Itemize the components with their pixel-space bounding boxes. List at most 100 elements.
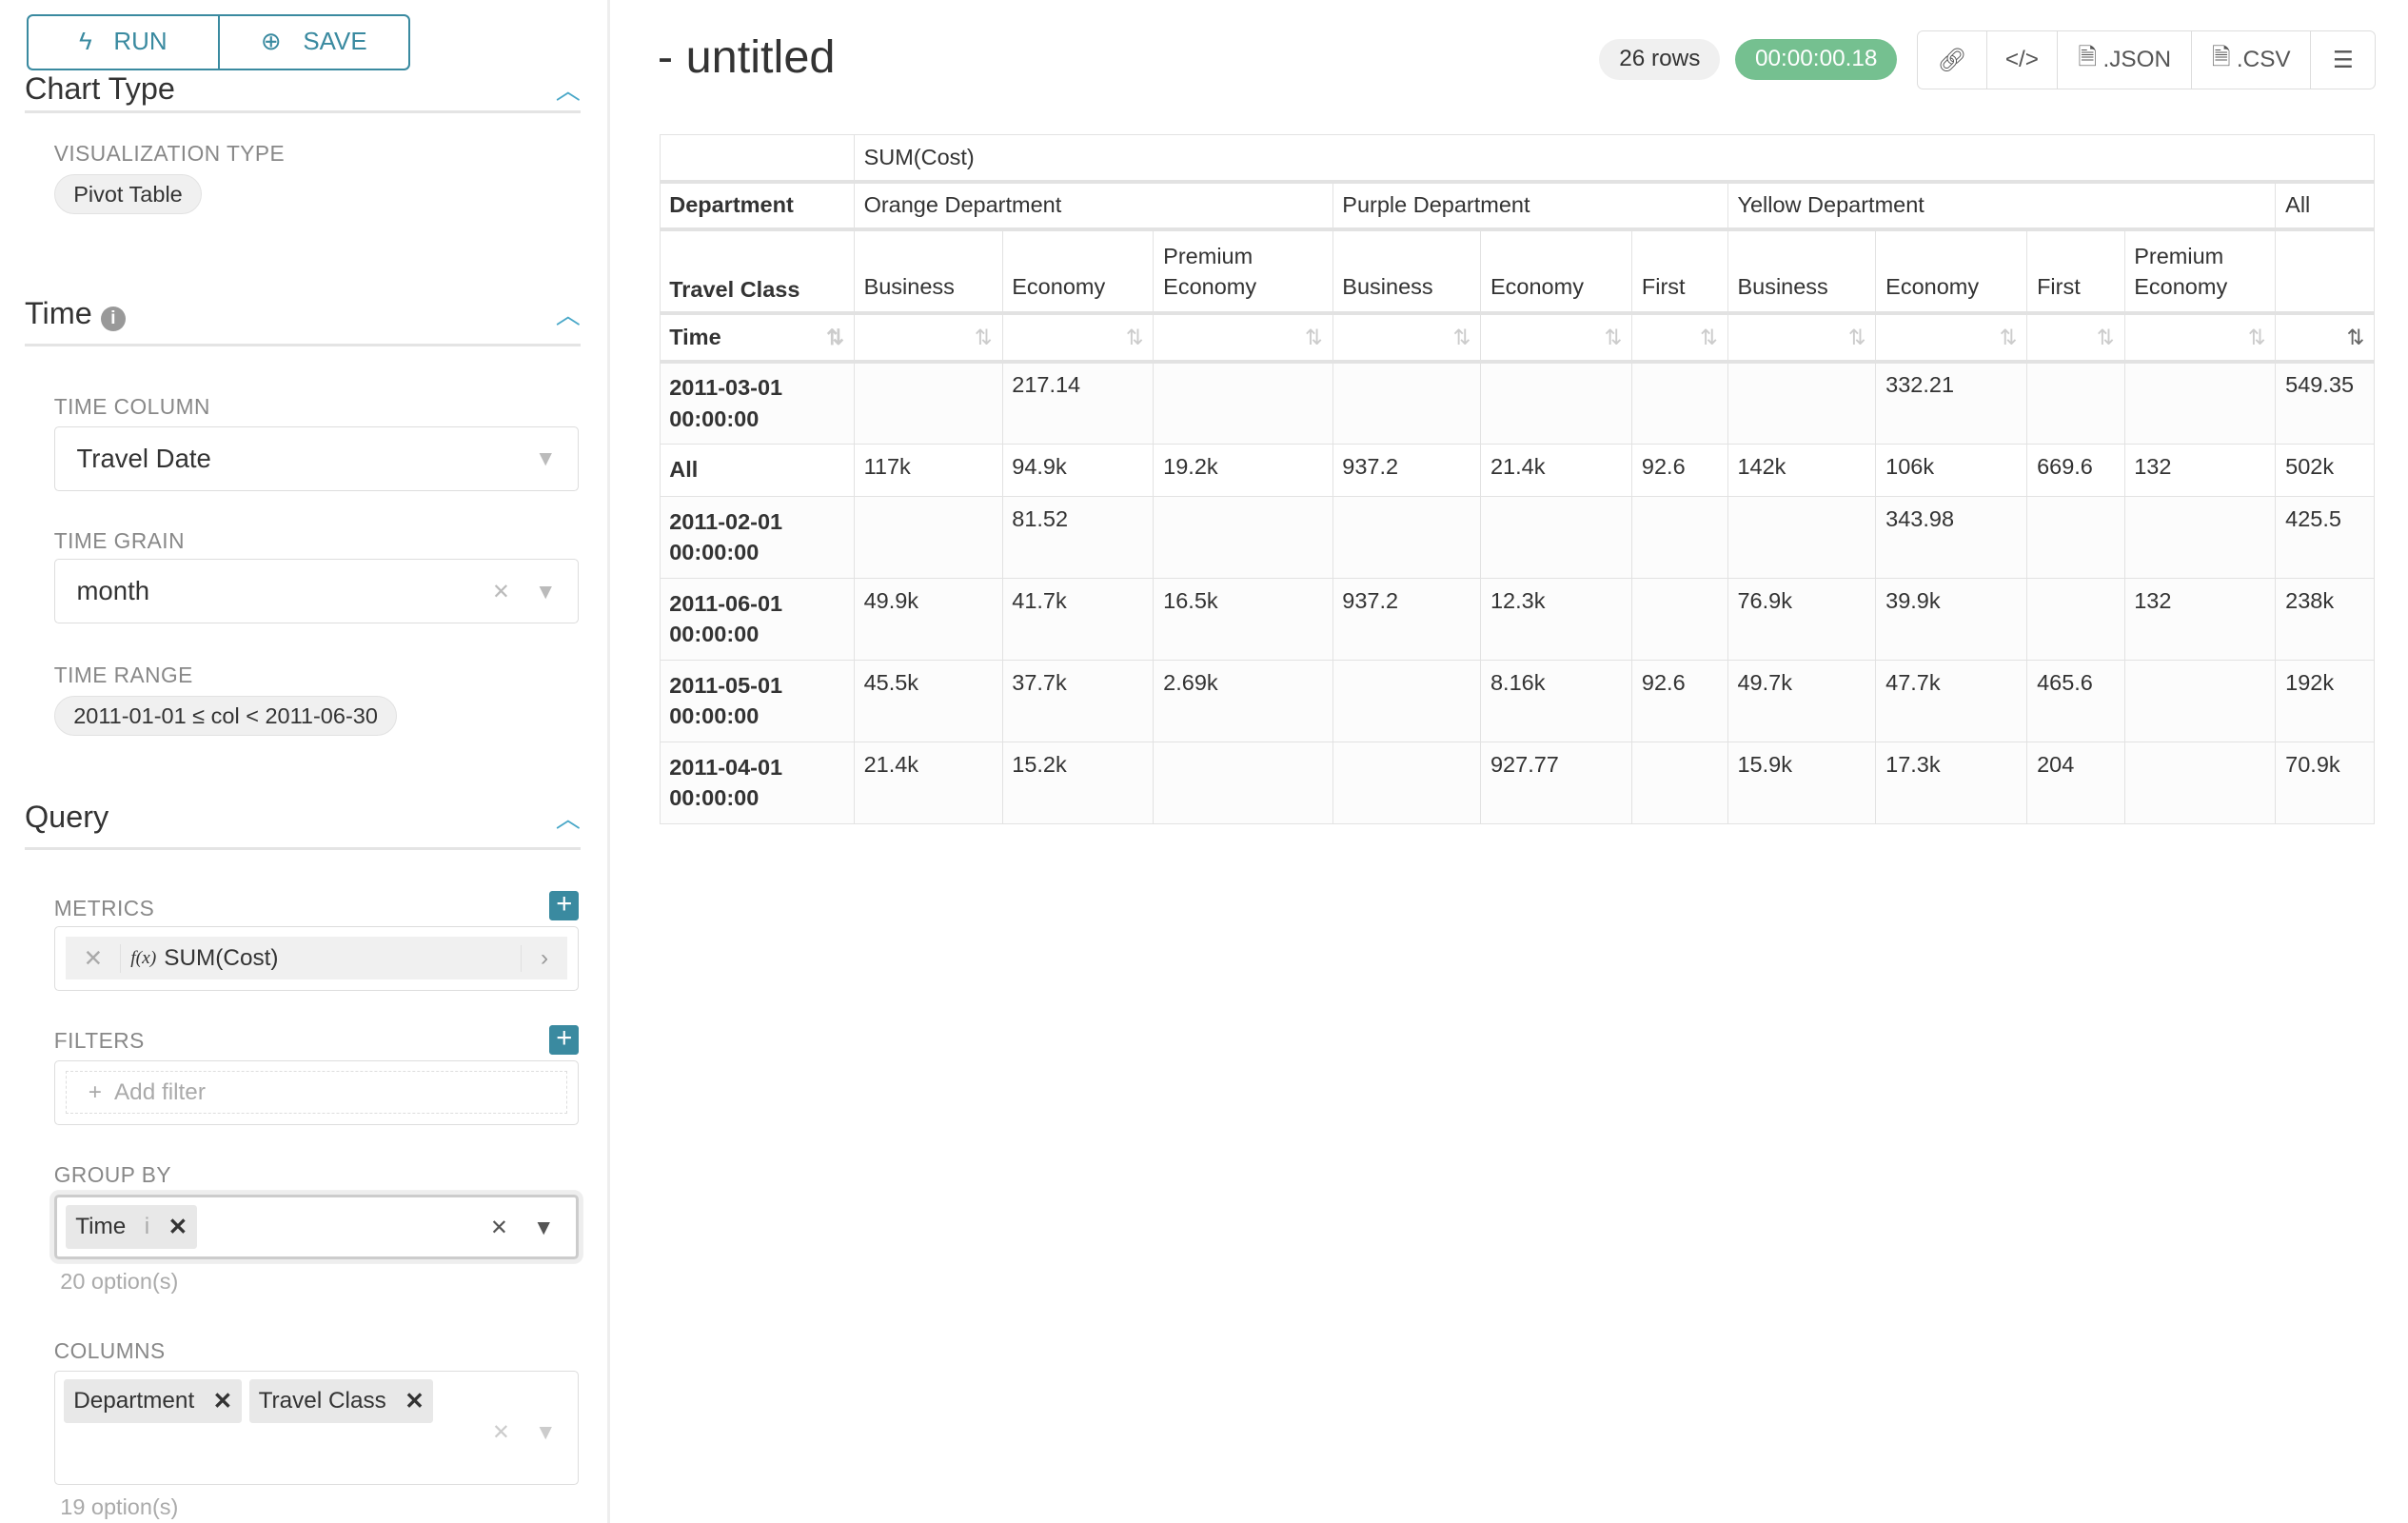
time-label: Time <box>669 325 721 349</box>
corner-cell <box>659 134 855 184</box>
link-icon: 🔗︎ <box>1937 48 1967 74</box>
row-label: 2011-03-01 00:00:00 <box>659 361 855 445</box>
columns-select[interactable]: Department ✕ Travel Class ✕ ✕ ▼ <box>53 1371 580 1486</box>
sort-icon[interactable]: ⇅ <box>1125 325 1144 349</box>
table-cell: 17.3k <box>1875 742 2028 824</box>
clear-icon[interactable]: ✕ <box>490 1214 509 1239</box>
sort-column-header[interactable]: ⇅ <box>1001 312 1155 364</box>
file-text-icon: 🗎 <box>2211 44 2231 70</box>
embed-code-button[interactable]: </> <box>1985 31 2058 89</box>
time-section-header[interactable]: Time i ︿ <box>24 296 581 347</box>
remove-tag-icon[interactable]: ✕ <box>405 1389 424 1415</box>
run-button[interactable]: ϟ RUN <box>78 28 168 55</box>
table-cell: 45.5k <box>853 660 1003 743</box>
control-panel: ϟ RUN ⊕ SAVE Chart Type ︿ VISUALIZATION TYP… <box>0 0 610 1523</box>
chart-type-section-header[interactable]: Chart Type ︿ <box>24 71 581 114</box>
travel-class-header: Business <box>1332 228 1482 316</box>
table-cell: 39.9k <box>1875 578 2028 662</box>
sort-icon[interactable]: ⇅ <box>1847 325 1866 349</box>
time-header[interactable]: ⇅ Time <box>659 312 855 364</box>
clear-icon[interactable]: ✕ <box>492 1419 511 1445</box>
clear-icon[interactable]: ✕ <box>492 578 511 603</box>
chevron-up-icon: ︿ <box>555 806 581 834</box>
filters-label: FILTERS <box>53 1028 145 1054</box>
save-button[interactable]: ⊕ SAVE <box>218 15 407 69</box>
metric-header: SUM(Cost) <box>853 134 2376 184</box>
copy-link-button[interactable]: 🔗︎ <box>1918 31 1985 89</box>
group-by-select[interactable]: Time i ✕ ✕ ▼ <box>53 1195 580 1260</box>
hamburger-icon: ☰ <box>2332 48 2354 74</box>
sort-icon[interactable]: ⇅ <box>1452 325 1471 349</box>
table-cell <box>853 496 1003 580</box>
visualization-type-button[interactable]: Pivot Table <box>53 174 203 215</box>
add-filter-button[interactable]: + Add filter <box>66 1070 567 1115</box>
sort-column-header[interactable]: ⇅ <box>853 312 1003 364</box>
export-json-button[interactable]: 🗎 .JSON <box>2057 31 2191 89</box>
table-cell <box>1153 742 1333 824</box>
table-cell: 19.2k <box>1153 444 1333 498</box>
function-icon: f(x) <box>130 947 157 968</box>
columns-label: COLUMNS <box>53 1338 166 1364</box>
toolbar: 🔗︎ </> 🗎 .JSON 🗎 .CSV ☰ <box>1917 30 2377 90</box>
add-filter-icon-button[interactable]: + <box>549 1024 580 1055</box>
table-cell <box>1153 496 1333 580</box>
table-cell: 937.2 <box>1332 444 1482 498</box>
sort-icon[interactable]: ⇅ <box>1304 325 1323 349</box>
table-cell <box>1631 742 1728 824</box>
table-cell: 81.52 <box>1001 496 1155 580</box>
sort-icon[interactable]: ⇅ <box>2096 325 2115 349</box>
remove-tag-icon[interactable]: ✕ <box>212 1389 233 1415</box>
sort-icon[interactable]: ⇅ <box>974 325 993 349</box>
time-range-button[interactable]: 2011-01-01 ≤ col < 2011-06-30 <box>53 696 398 737</box>
metrics-field[interactable]: ✕ f(x) SUM(Cost) › <box>53 926 580 992</box>
sort-column-header[interactable]: ⇅ <box>2275 312 2376 364</box>
time-grain-select[interactable]: month ✕ ▼ <box>53 559 580 624</box>
table-cell: 2.69k <box>1153 660 1333 743</box>
table-cell: 192k <box>2275 660 2376 743</box>
add-metric-button[interactable]: + <box>549 890 580 920</box>
metric-tag: ✕ f(x) SUM(Cost) › <box>66 936 567 980</box>
time-column-select[interactable]: Travel Date ▼ <box>53 425 580 491</box>
more-menu-button[interactable]: ☰ <box>2310 31 2375 89</box>
sort-column-header[interactable]: ⇅ <box>1631 312 1728 364</box>
sort-icon[interactable]: ⇅ <box>1604 325 1623 349</box>
remove-tag-icon[interactable]: ✕ <box>168 1215 188 1241</box>
time-range-label: TIME RANGE <box>53 662 193 687</box>
sort-icon[interactable]: ⇅ <box>826 325 845 349</box>
table-cell: 15.2k <box>1001 742 1155 824</box>
export-csv-button[interactable]: 🗎 .CSV <box>2191 31 2310 89</box>
sort-icon[interactable]: ⇅ <box>2247 325 2266 349</box>
sort-column-header[interactable]: ⇅ <box>1480 312 1633 364</box>
table-cell <box>1631 496 1728 580</box>
header-row-time: ⇅ Time ⇅ ⇅ ⇅ ⇅ ⇅ ⇅ ⇅ ⇅ ⇅ ⇅ ⇅ <box>659 312 2376 364</box>
sort-column-header[interactable]: ⇅ <box>1727 312 1877 364</box>
table-cell <box>1332 660 1482 743</box>
sort-column-header[interactable]: ⇅ <box>1153 312 1333 364</box>
sort-column-header[interactable]: ⇅ <box>1332 312 1482 364</box>
caret-down-icon: ▼ <box>533 1214 555 1239</box>
table-cell: 37.7k <box>1001 660 1155 743</box>
row-label: 2011-04-01 00:00:00 <box>659 742 855 824</box>
chevron-right-icon[interactable]: › <box>521 944 567 972</box>
caret-down-icon: ▼ <box>534 445 557 471</box>
sort-icon[interactable]: ⇅ <box>1700 325 1719 349</box>
code-icon: </> <box>2004 47 2039 73</box>
query-section-header[interactable]: Query ︿ <box>24 800 581 851</box>
columns-options-count: 19 option(s) <box>60 1493 179 1519</box>
table-cell <box>1332 742 1482 824</box>
table-cell: 8.16k <box>1480 660 1633 743</box>
table-cell: 15.9k <box>1727 742 1877 824</box>
sort-column-header[interactable]: ⇅ <box>1875 312 2028 364</box>
remove-metric-icon[interactable]: ✕ <box>66 943 122 973</box>
sort-icon[interactable]: ⇅ <box>1999 325 2018 349</box>
table-cell: 204 <box>2026 742 2125 824</box>
table-cell <box>2026 578 2125 662</box>
travel-class-header: Economy <box>1001 228 1155 316</box>
table-cell <box>1480 361 1633 445</box>
chart-title[interactable]: - untitled <box>657 31 836 84</box>
sort-icon[interactable]: ⇅ <box>2346 325 2365 349</box>
row-label: All <box>659 444 855 498</box>
sort-column-header[interactable]: ⇅ <box>2026 312 2125 364</box>
chevron-up-icon: ︿ <box>555 303 581 330</box>
sort-column-header[interactable]: ⇅ <box>2123 312 2277 364</box>
